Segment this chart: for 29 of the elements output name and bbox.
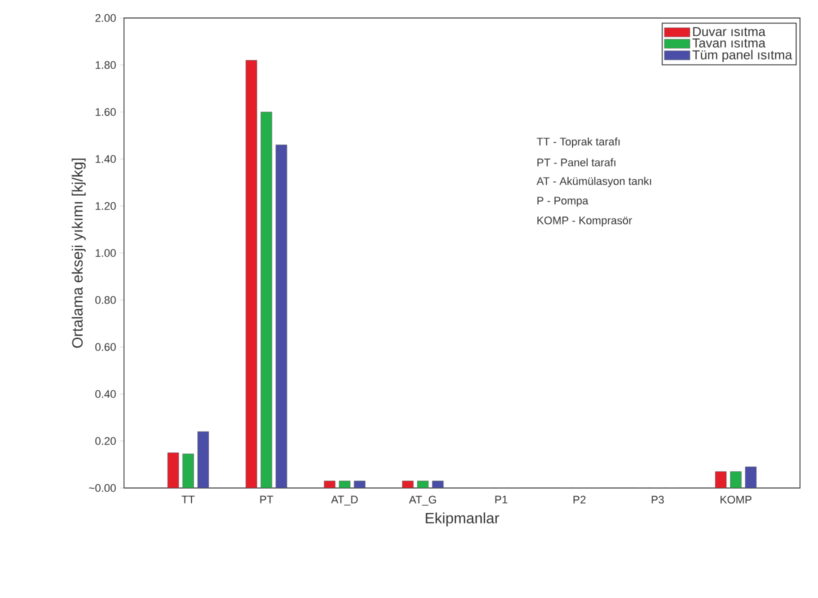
y-tick-label: 1.60 <box>96 108 116 116</box>
legend-label: Duvar ısıtma <box>693 27 766 36</box>
legend-label: Tüm panel ısıtma <box>692 50 792 62</box>
y-tick-label: 0.60 <box>95 343 116 351</box>
x-tick-label: AT_D <box>331 496 358 506</box>
x-tick-label: AT_G <box>408 496 436 506</box>
y-tick-label: 1.80 <box>96 61 116 69</box>
y-tick-label: 0.40 <box>95 390 116 398</box>
annotation: TT - Toprak tarafı <box>536 137 620 148</box>
y-tick-label: 1.20 <box>96 202 116 210</box>
y-tick-label: 1.00 <box>96 249 116 257</box>
y-tick-label: 0.80 <box>95 296 116 304</box>
y-tick-label: 2.00 <box>95 14 116 22</box>
annotation: P - Pompa <box>537 196 588 207</box>
x-axis-title: Ekipmanlar <box>426 512 500 526</box>
y-axis-title: Ortalama ekseji yıkımı [kj/kg] <box>72 158 86 348</box>
legend-label: Tavan ısıtma <box>692 38 766 48</box>
x-tick-label: P2 <box>574 496 586 504</box>
annotation: AT - Akümülasyon tankı <box>536 176 652 188</box>
annotation: KOMP - Komprasör <box>537 216 632 226</box>
annotation: PT - Panel tarafı <box>537 158 616 166</box>
y-tick-label: 1.40 <box>96 155 116 163</box>
y-tick-label: 0.20 <box>95 437 116 445</box>
x-tick-label: P1 <box>495 496 508 504</box>
x-tick-label: TT <box>182 496 195 504</box>
x-tick-label: KOMP <box>720 496 752 504</box>
x-tick-label: P3 <box>652 496 664 504</box>
x-tick-label: PT <box>260 496 274 504</box>
y-tick-label: ~0.00 <box>88 484 116 492</box>
